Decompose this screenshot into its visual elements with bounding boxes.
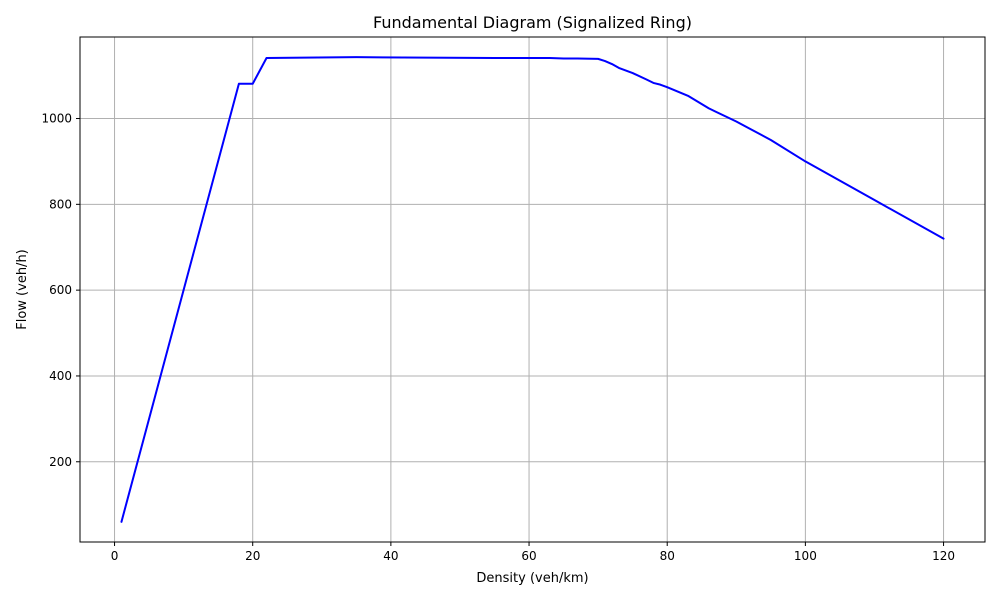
grid-lines — [80, 37, 985, 542]
y-tick-label: 600 — [49, 283, 72, 297]
x-axis-label: Density (veh/km) — [476, 571, 588, 586]
y-tick-label: 400 — [49, 369, 72, 383]
y-tick-label: 800 — [49, 197, 72, 211]
axis-ticks: 0 20 40 60 80 100 120 200 400 600 800 1000 — [41, 112, 955, 563]
x-tick-label: 0 — [111, 549, 119, 563]
x-tick-label: 60 — [521, 549, 536, 563]
x-tick-label: 40 — [383, 549, 398, 563]
x-tick-label: 20 — [245, 549, 260, 563]
x-tick-label: 80 — [660, 549, 675, 563]
y-tick-label: 1000 — [41, 112, 72, 126]
y-tick-label: 200 — [49, 455, 72, 469]
y-axis-label: Flow (veh/h) — [15, 249, 30, 330]
series-line — [120, 56, 945, 523]
axes-frame — [79, 36, 986, 543]
series-layer — [120, 56, 945, 523]
x-tick-label: 120 — [932, 549, 955, 563]
x-tick-label: 100 — [794, 549, 817, 563]
chart-title: Fundamental Diagram (Signalized Ring) — [373, 13, 692, 32]
